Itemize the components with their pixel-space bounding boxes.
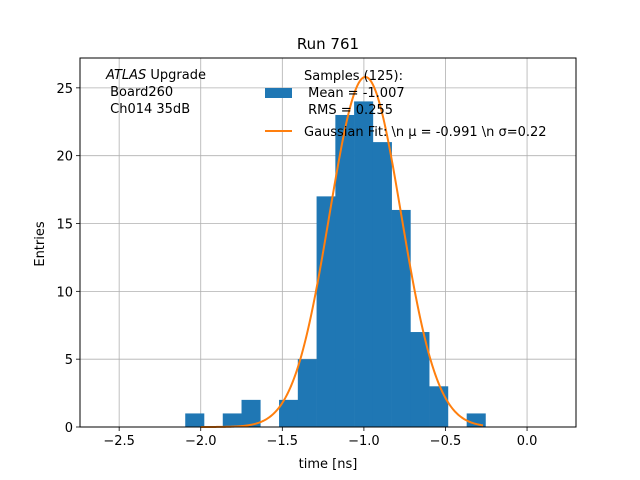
y-axis-label: Entries [33,221,48,267]
x-axis-label: time [ns] [299,457,358,472]
histogram-bar [391,209,411,427]
legend: Samples (125): Mean = -1.007 RMS = 0.255… [265,69,547,140]
histogram-bar [222,413,242,427]
annotation-atlas: ATLAS [105,68,146,83]
legend-rms-label: RMS = 0.255 [304,103,393,118]
annotation-channel: Ch014 35dB [106,102,190,117]
x-tick-label: −0.5 [430,434,462,449]
histogram-bar [316,196,336,427]
legend-mean-label: Mean = -1.007 [304,86,405,101]
y-tick-label: 15 [56,218,73,233]
x-tick-label: −2.0 [185,434,217,449]
gaussian-fit [200,75,484,428]
histogram-bar [410,332,430,427]
histogram-bar [429,386,449,427]
y-tick-label: 25 [56,82,73,97]
axis-ticks: −2.5 −2.0 −1.5 −1.0 −0.5 0.0 0 5 10 15 20 25 [56,82,537,449]
svg-text:ATLAS Upgrade: ATLAS Upgrade [105,68,206,83]
chart-title: Run 761 [297,35,359,53]
legend-histogram-swatch [265,88,292,98]
x-tick-label: −2.5 [103,434,135,449]
histogram-bar [279,399,299,427]
histogram-bar [335,114,355,428]
legend-fit-label: Gaussian Fit: \n μ = -0.991 \n σ=0.22 [304,125,547,140]
y-tick-label: 20 [56,150,73,165]
x-tick-label: 0.0 [517,434,538,449]
y-tick-label: 0 [65,421,73,436]
y-tick-label: 10 [56,285,73,300]
fit-curve [200,75,484,428]
histogram-bar [297,359,317,427]
legend-samples-label: Samples (125): [304,69,403,84]
plot-frame [79,57,577,428]
histogram-bar [354,101,374,427]
histogram-bars [185,101,486,428]
annotation-upgrade: Upgrade [146,68,206,83]
annotation-board: Board260 [106,85,173,100]
histogram-bar [372,142,392,427]
x-tick-label: −1.0 [348,434,380,449]
atlas-annotation: ATLAS Upgrade Board260 Ch014 35dB [105,68,206,117]
histogram-bar [241,399,261,427]
x-tick-label: −1.5 [267,434,299,449]
y-tick-label: 5 [65,353,73,368]
histogram-bar [185,413,205,427]
